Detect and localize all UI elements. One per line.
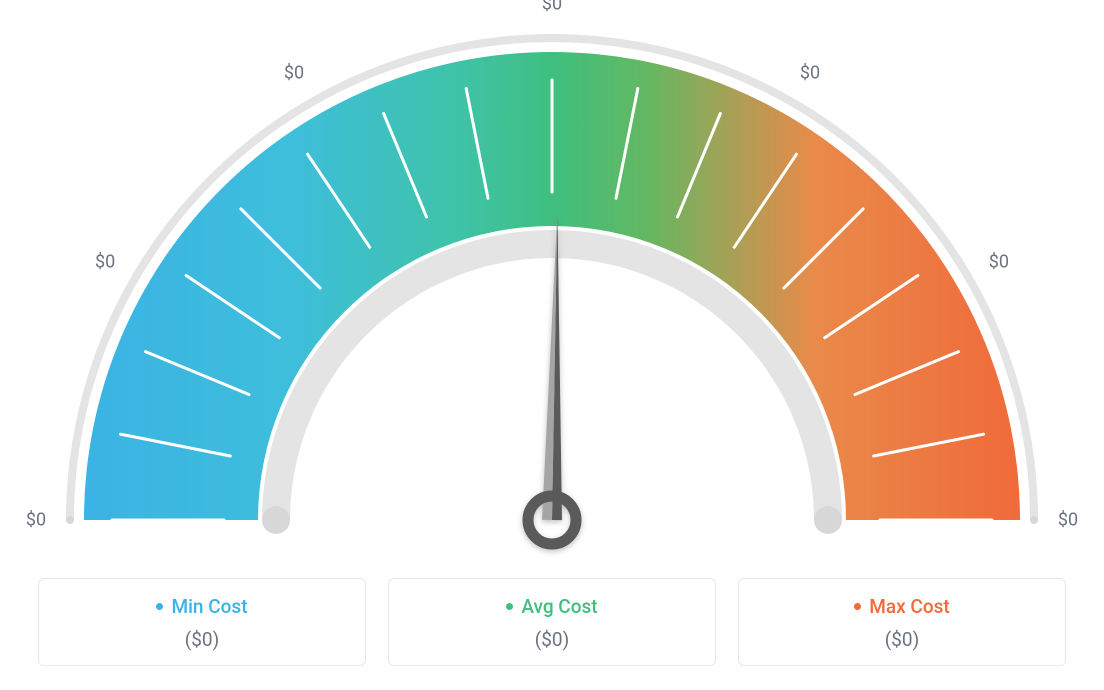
legend-card-max: Max Cost ($0)	[738, 578, 1066, 666]
gauge-axis-label: $0	[26, 510, 46, 531]
legend-title-row-avg: Avg Cost	[399, 595, 705, 618]
legend-value-min: ($0)	[49, 628, 355, 651]
legend-title-max: Max Cost	[869, 595, 949, 618]
gauge-axis-label: $0	[95, 252, 115, 273]
legend-dot-min	[156, 603, 163, 610]
legend-value-avg: ($0)	[399, 628, 705, 651]
legend-row: Min Cost ($0) Avg Cost ($0) Max Cost ($0…	[38, 578, 1066, 666]
legend-value-max: ($0)	[749, 628, 1055, 651]
legend-card-avg: Avg Cost ($0)	[388, 578, 716, 666]
legend-dot-max	[854, 603, 861, 610]
gauge-chart: $0 $0 $0 $0 $0 $0 $0	[0, 0, 1104, 560]
legend-title-avg: Avg Cost	[521, 595, 597, 618]
legend-card-min: Min Cost ($0)	[38, 578, 366, 666]
legend-title-min: Min Cost	[171, 595, 247, 618]
gauge-axis-label: $0	[989, 252, 1009, 273]
gauge-axis-label: $0	[284, 63, 304, 84]
gauge-axis-label: $0	[1058, 510, 1078, 531]
gauge-axis-label: $0	[542, 0, 562, 15]
gauge-svg	[0, 0, 1104, 560]
legend-title-row-min: Min Cost	[49, 595, 355, 618]
gauge-axis-label: $0	[800, 63, 820, 84]
legend-title-row-max: Max Cost	[749, 595, 1055, 618]
legend-dot-avg	[506, 603, 513, 610]
